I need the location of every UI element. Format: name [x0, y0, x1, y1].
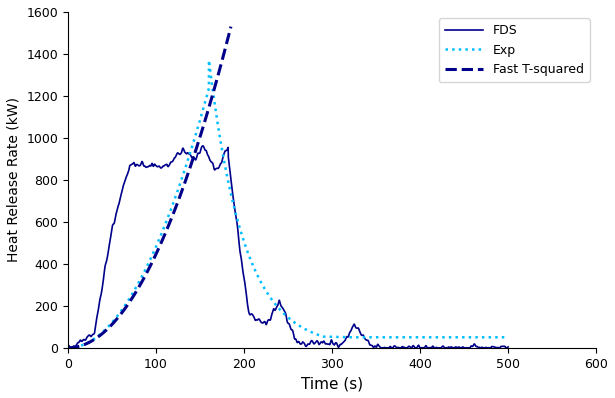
Exp — [264, 292, 272, 297]
FDS — [65, 343, 72, 348]
Exp — [133, 285, 140, 289]
FDS — [441, 345, 448, 350]
FDS — [458, 345, 465, 350]
Exp — [357, 335, 365, 339]
Exp — [65, 345, 72, 350]
Fast T-squared — [65, 345, 72, 350]
Fast T-squared — [71, 345, 78, 350]
Line: FDS: FDS — [68, 146, 508, 348]
Exp — [396, 335, 403, 339]
Exp — [394, 335, 402, 339]
Line: Fast T-squared: Fast T-squared — [68, 27, 231, 348]
Fast T-squared — [95, 334, 102, 339]
Fast T-squared — [227, 24, 234, 29]
Exp — [236, 226, 244, 231]
FDS — [66, 345, 74, 350]
FDS — [199, 144, 207, 148]
Line: Exp: Exp — [68, 60, 508, 348]
Y-axis label: Heat Release Rate (kW): Heat Release Rate (kW) — [7, 98, 21, 262]
Legend: FDS, Exp, Fast T-squared: FDS, Exp, Fast T-squared — [439, 18, 590, 82]
FDS — [504, 345, 512, 349]
Fast T-squared — [74, 344, 82, 349]
Fast T-squared — [108, 323, 115, 328]
FDS — [236, 240, 243, 245]
X-axis label: Time (s): Time (s) — [301, 376, 363, 391]
Fast T-squared — [213, 77, 221, 82]
Exp — [504, 335, 512, 339]
FDS — [310, 341, 317, 346]
Fast T-squared — [219, 56, 226, 60]
Exp — [205, 58, 213, 62]
FDS — [74, 341, 81, 346]
FDS — [423, 345, 430, 349]
